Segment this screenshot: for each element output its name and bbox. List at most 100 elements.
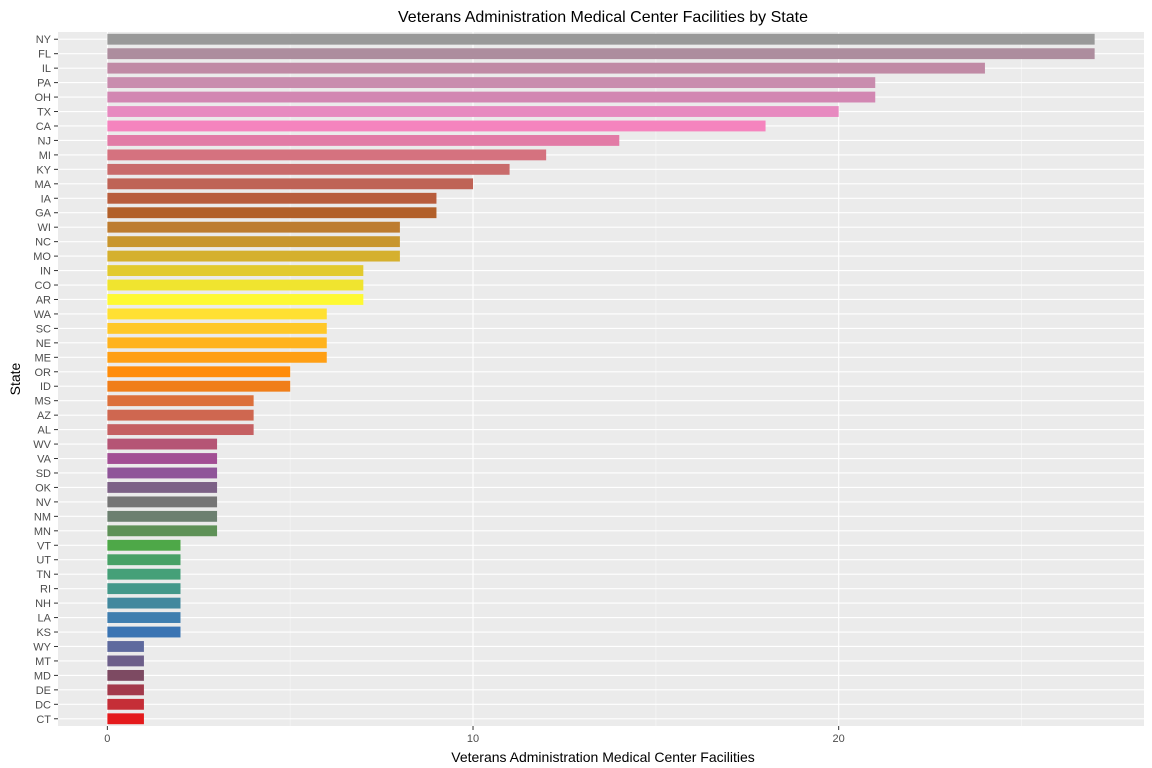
bar-ks <box>107 627 180 638</box>
y-tick-label-nj: NJ <box>38 135 51 147</box>
bar-dc <box>107 699 144 710</box>
bar-fl <box>107 48 1094 59</box>
bar-ga <box>107 207 436 218</box>
y-tick-label-nm: NM <box>34 511 51 523</box>
bar-vt <box>107 540 180 551</box>
bar-ut <box>107 554 180 565</box>
bar-mi <box>107 149 546 160</box>
y-tick-label-vt: VT <box>37 540 51 552</box>
bar-ms <box>107 395 253 406</box>
y-tick-label-nh: NH <box>35 598 51 610</box>
bar-tn <box>107 569 180 580</box>
bar-az <box>107 410 253 421</box>
bar-sd <box>107 468 217 479</box>
bar-al <box>107 424 253 435</box>
y-tick-label-id: ID <box>40 381 51 393</box>
y-tick-label-fl: FL <box>38 49 51 61</box>
bar-de <box>107 684 144 695</box>
y-tick-label-ms: MS <box>35 396 52 408</box>
bar-wa <box>107 309 326 320</box>
bar-nj <box>107 135 619 146</box>
bar-pa <box>107 77 875 88</box>
x-axis-ticks: 0 10 20 <box>104 726 845 745</box>
y-tick-label-ne: NE <box>36 338 51 350</box>
y-tick-label-sc: SC <box>36 323 51 335</box>
y-tick-label-de: DE <box>36 685 51 697</box>
y-axis-ticks: NY FL IL PA OH TX CA NJ MI KY MA IA GA WI NC MO IN CO AR WA… <box>33 34 58 726</box>
y-tick-label-md: MD <box>34 670 51 682</box>
bar-ma <box>107 178 473 189</box>
bar-oh <box>107 92 875 103</box>
bar-il <box>107 63 985 74</box>
bar-sc <box>107 323 326 334</box>
y-tick-label-mn: MN <box>34 526 51 538</box>
y-tick-label-ar: AR <box>36 294 51 306</box>
y-tick-label-tx: TX <box>37 107 52 119</box>
y-tick-label-tn: TN <box>36 569 51 581</box>
y-tick-label-wv: WV <box>33 439 51 451</box>
bar-md <box>107 670 144 681</box>
bar-tx <box>107 106 838 117</box>
y-tick-label-mi: MI <box>39 150 51 162</box>
y-tick-label-ny: NY <box>36 34 52 46</box>
y-tick-label-al: AL <box>38 425 51 437</box>
y-tick-label-ky: KY <box>36 164 51 176</box>
y-tick-label-la: LA <box>38 613 52 625</box>
x-axis-title: Veterans Administration Medical Center F… <box>451 749 754 765</box>
y-tick-label-me: ME <box>35 352 52 364</box>
bar-id <box>107 381 290 392</box>
bar-wi <box>107 222 400 233</box>
y-tick-label-ca: CA <box>36 121 52 133</box>
bar-ct <box>107 713 144 724</box>
bar-nc <box>107 236 400 247</box>
bar-wv <box>107 439 217 450</box>
y-tick-label-ma: MA <box>35 179 52 191</box>
y-tick-label-il: IL <box>42 63 51 75</box>
y-tick-label-nc: NC <box>35 237 51 249</box>
bar-va <box>107 453 217 464</box>
bar-co <box>107 280 363 291</box>
bar-mo <box>107 251 400 262</box>
y-tick-label-wy: WY <box>33 641 51 653</box>
x-tick-label: 10 <box>467 733 479 745</box>
bar-wy <box>107 641 144 652</box>
bar-mt <box>107 656 144 667</box>
y-tick-label-sd: SD <box>36 468 51 480</box>
y-tick-label-ri: RI <box>40 584 51 596</box>
chart-title: Veterans Administration Medical Center F… <box>398 9 808 26</box>
bar-nm <box>107 511 217 522</box>
y-tick-label-ga: GA <box>35 208 52 220</box>
bar-ia <box>107 193 436 204</box>
bar-nv <box>107 496 217 507</box>
y-tick-label-ut: UT <box>36 555 51 567</box>
bar-la <box>107 612 180 623</box>
y-tick-label-ia: IA <box>41 193 52 205</box>
y-tick-label-az: AZ <box>37 410 51 422</box>
bar-ny <box>107 34 1094 45</box>
bar-ar <box>107 294 363 305</box>
y-tick-label-va: VA <box>37 454 52 466</box>
bar-ok <box>107 482 217 493</box>
bar-ne <box>107 337 326 348</box>
bar-ca <box>107 121 765 132</box>
bar-ky <box>107 164 509 175</box>
y-tick-label-in: IN <box>40 266 51 278</box>
bar-nh <box>107 598 180 609</box>
y-tick-label-ct: CT <box>36 714 51 726</box>
bar-mn <box>107 525 217 536</box>
bar-me <box>107 352 326 363</box>
y-tick-label-nv: NV <box>36 497 52 509</box>
y-tick-label-ks: KS <box>36 627 51 639</box>
y-tick-label-oh: OH <box>35 92 52 104</box>
bar-in <box>107 265 363 276</box>
y-tick-label-ok: OK <box>35 482 52 494</box>
y-axis-title: State <box>7 362 23 395</box>
x-tick-label: 0 <box>104 733 110 745</box>
y-tick-label-mt: MT <box>35 656 51 668</box>
y-tick-label-pa: PA <box>37 78 52 90</box>
y-tick-label-co: CO <box>35 280 52 292</box>
y-tick-label-wa: WA <box>34 309 52 321</box>
y-tick-label-mo: MO <box>33 251 51 263</box>
